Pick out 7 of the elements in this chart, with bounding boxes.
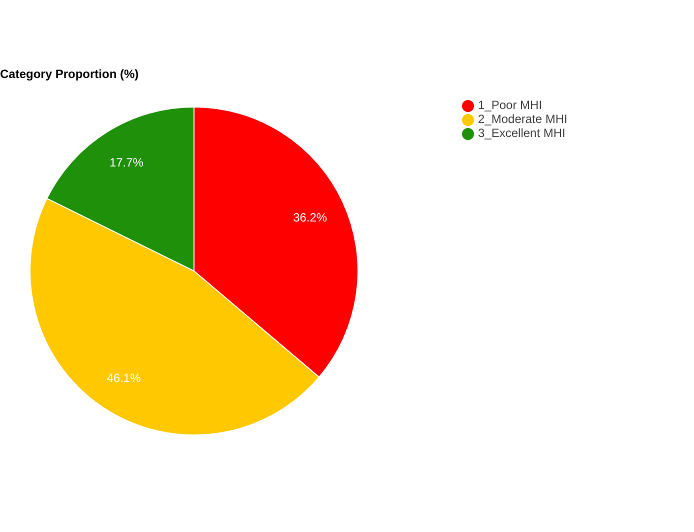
- legend-label: 1_Poor MHI: [478, 98, 542, 112]
- legend-label: 3_Excellent MHI: [478, 126, 566, 140]
- data-label: 36.2%: [293, 210, 328, 224]
- chart-title: Category Proportion (%): [0, 67, 139, 81]
- data-label: 17.7%: [109, 155, 144, 170]
- legend-label: 2_Moderate MHI: [478, 112, 568, 126]
- data-label: 46.1%: [106, 370, 142, 385]
